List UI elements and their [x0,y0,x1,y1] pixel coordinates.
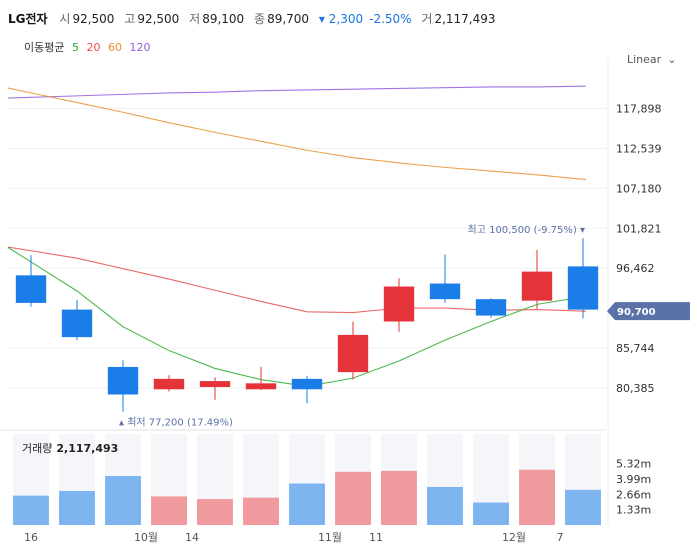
volume-total: 2,117,493 [56,442,119,455]
time-tick-label: 7 [557,531,564,544]
price-tick-label: 107,180 [616,182,662,195]
price-tick-label: 80,385 [616,382,655,395]
price-tick-label: 101,821 [616,222,662,235]
moving-average-legend[interactable]: 이동평균 5 20 60 120 [24,39,154,55]
volume-panel-title: 거래량 2,117,493 [22,440,118,456]
ma60-line [7,87,587,181]
candle-body [383,286,415,322]
ma-legend-20[interactable]: 20 [86,41,101,54]
candle-body [567,266,599,310]
annotations: 90,700 최고 100,500 (-9.75%) ▾ ▴ 최저 77,200 (… [119,224,690,429]
volume-label: 거 [421,12,433,26]
scale-mode-dropdown[interactable]: Linear ⌄ [627,53,676,66]
time-tick-label: 11 [369,531,383,544]
low-annotation: ▴ 최저 77,200 (17.49%) [119,417,233,429]
time-tick-label: 11월 [318,531,342,544]
volume-bar [565,489,601,525]
low-label: 저 [189,12,201,26]
candle-body [245,383,277,390]
high-value: 92,500 [137,12,180,26]
candle-body [521,271,553,301]
candle-body [429,283,461,300]
volume-bar [381,470,417,525]
price-tick-label: 117,898 [616,103,662,116]
volume-tick-label: 1.33m [616,504,651,517]
ma-legend-5[interactable]: 5 [71,41,79,54]
last-price-label: 90,700 [617,307,656,318]
close-value: 89,700 [267,12,310,26]
volume-bar [289,483,325,525]
ma-legend-60[interactable]: 60 [107,41,122,54]
moving-average-lines [7,85,587,387]
volume-bar [151,496,187,525]
ma-legend-label: 이동평균 [24,41,65,54]
candle-body [199,381,231,388]
volume-bar [197,499,233,525]
open-label: 시 [59,12,71,26]
price-tick-label: 96,462 [616,262,655,275]
change-percent: -2.50% [369,12,412,26]
volume-tick-label: 3.99m [616,473,651,486]
volume-title-label: 거래량 [22,442,53,455]
volume-axis: 5.32m 3.99m 2.66m 1.33m [616,458,651,517]
candle-body [475,299,507,316]
high-annotation: 최고 100,500 (-9.75%) ▾ [468,224,586,236]
volume-bar [243,497,279,525]
volume-bar [13,495,49,525]
ma120-line [7,85,587,99]
volume-bar [473,502,509,525]
time-tick-label: 12월 [502,531,526,544]
time-axis: 16 10월 14 11월 11 12월 7 [24,531,564,544]
ma-legend-120[interactable]: 120 [129,41,151,54]
close-label: 종 [254,12,266,26]
low-value: 89,100 [202,12,245,26]
volume-bars [13,469,601,525]
price-header: LG전자 시 92,500 고 92,500 저 89,100 종 89,700 ▾ 2… [8,10,502,27]
volume-bar [105,476,141,525]
candle-body [61,309,93,338]
time-tick-label: 16 [24,531,38,544]
stock-name: LG전자 [8,12,48,26]
time-tick-label: 14 [185,531,199,544]
volume-value: 2,117,493 [434,12,496,26]
volume-tick-label: 5.32m [616,458,651,471]
change-value: ▾ 2,300 [318,12,364,26]
candle-body [337,334,369,373]
scale-mode-label: Linear [627,53,662,66]
volume-bar [335,471,371,525]
last-price-tag [607,302,690,321]
volume-tick-label: 2.66m [616,488,651,501]
open-value: 92,500 [72,12,115,26]
price-tick-label: 112,539 [616,142,662,155]
chevron-down-icon: ⌄ [667,53,677,66]
price-axis: 117,898 112,539 107,180 101,821 96,462 85,744… [616,103,662,395]
volume-bar [59,491,95,525]
volume-bar [519,469,555,525]
volume-bar [427,486,463,525]
price-tick-label: 85,744 [616,342,655,355]
time-tick-label: 10월 [134,531,158,544]
candle-body [15,275,47,303]
candles [15,238,599,412]
candle-body [153,378,185,390]
candle-body [291,378,323,390]
candle-body [107,366,139,395]
high-label: 고 [124,12,136,26]
